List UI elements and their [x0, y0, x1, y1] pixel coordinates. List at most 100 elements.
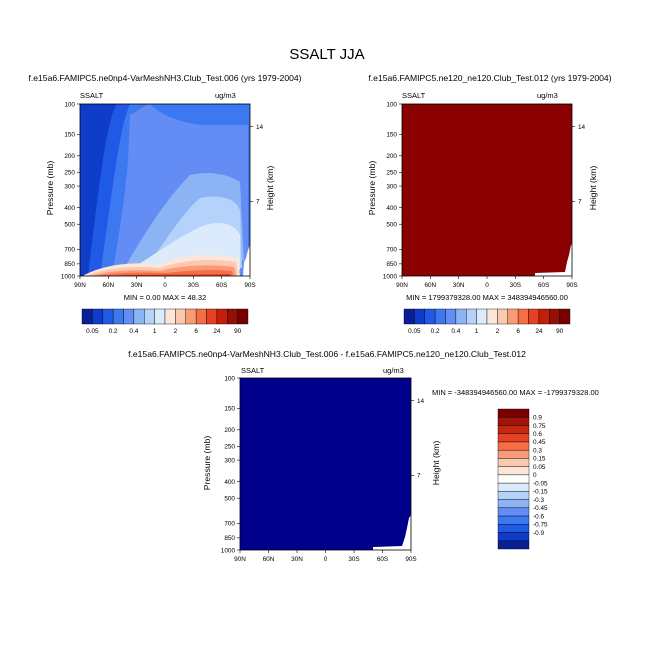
p1-xtick-label: 0	[163, 282, 167, 289]
panel3-stats: MIN = -348394946560.00 MAX = -1799379328…	[432, 388, 599, 397]
panel1-ylabel2: Height (km)	[265, 165, 275, 211]
panel1-ylabel: Pressure (mb)	[45, 160, 55, 216]
p1-ytick-label: 1000	[61, 273, 76, 280]
p3-ytick-label: 150	[224, 406, 235, 413]
colorbar2-swatch	[414, 308, 425, 325]
p2-xtick-label: 90N	[396, 282, 408, 289]
colorbar2-swatch	[403, 308, 415, 325]
panel3-ice-mask	[373, 515, 411, 550]
panel3-units-label: ug/m3	[383, 366, 404, 375]
panel1-units-label: ug/m3	[215, 91, 236, 100]
p1-band-8	[86, 260, 238, 276]
p1-xtick-label: 90S	[244, 282, 255, 289]
colorbar3-swatch	[497, 433, 530, 443]
panel1-var-label: SSALT	[80, 91, 104, 100]
p1-ytick-label: 400	[64, 205, 75, 212]
colorbar3-label: -0.75	[533, 522, 548, 529]
colorbar3-swatch	[497, 491, 530, 500]
p1-band-1	[88, 104, 250, 276]
p1-xtick-label: 30N	[131, 282, 143, 289]
colorbar2-swatch	[476, 308, 488, 325]
p1-band-11	[110, 274, 230, 276]
colorbar3-swatch	[497, 532, 530, 541]
colorbar1-swatch	[102, 308, 114, 325]
page-title: SSALT JJA	[289, 46, 365, 63]
p2-htick-label: 7	[578, 199, 582, 206]
p3-htick-label: 14	[417, 398, 425, 405]
colorbar1-swatch	[144, 308, 155, 325]
colorbar3-swatch	[497, 417, 530, 426]
colorbar2-swatch	[538, 308, 550, 325]
p3-xtick-label: 90N	[234, 556, 246, 563]
p2-ytick-label: 200	[386, 153, 397, 160]
colorbar1-label: 6	[194, 328, 198, 335]
colorbar1-swatch	[227, 308, 238, 325]
colorbar3-swatch	[497, 458, 530, 467]
p2-xtick-label: 0	[485, 282, 489, 289]
colorbar3-swatch	[497, 408, 530, 418]
colorbar1-label: 0.2	[109, 328, 118, 335]
panel3-case-title: f.e15a6.FAMIPC5.ne0np4-VarMeshNH3.Club_T…	[128, 349, 526, 359]
colorbar3-swatch	[497, 515, 530, 525]
colorbar2-label: 24	[535, 328, 543, 335]
p1-band-5	[140, 196, 242, 276]
panel2-ylabel2: Height (km)	[588, 165, 598, 211]
colorbar2-swatch	[517, 308, 529, 325]
colorbar3-swatch	[497, 507, 530, 517]
colorbar1-swatch	[216, 308, 228, 325]
colorbar3-label: -0.3	[533, 497, 544, 504]
p2-ytick-label: 1000	[383, 273, 398, 280]
colorbar3-label: 0.15	[533, 456, 546, 463]
colorbar3-swatch	[497, 466, 530, 476]
p3-xtick-label: 30S	[348, 556, 359, 563]
colorbar3-label: -0.6	[533, 513, 544, 520]
p3-ytick-label: 1000	[221, 547, 236, 554]
p3-ytick-label: 300	[224, 457, 235, 464]
p1-ytick-label: 200	[64, 153, 75, 160]
p2-ytick-label: 850	[386, 261, 397, 268]
colorbar3-label: 0.75	[533, 423, 546, 430]
colorbar3-label: -0.05	[533, 480, 548, 487]
colorbar2-label: 6	[516, 328, 520, 335]
p2-xtick-label: 90S	[566, 282, 577, 289]
p1-htick-label: 7	[256, 199, 260, 206]
colorbar2-swatch	[434, 308, 446, 325]
p1-ytick-label: 100	[64, 101, 75, 108]
colorbar1-swatch	[185, 308, 197, 325]
panel1-stats: MIN = 0.00 MAX = 48.32	[123, 293, 207, 302]
p1-band-4	[120, 172, 244, 276]
p1-xtick-label: 60N	[102, 282, 114, 289]
p3-xtick-label: 60N	[263, 556, 275, 563]
colorbar2-swatch	[497, 308, 508, 325]
panel2-ylabel: Pressure (mb)	[367, 160, 377, 216]
colorbar3-swatch	[497, 540, 530, 550]
p3-ytick-label: 200	[224, 427, 235, 434]
panel2-frame	[401, 103, 573, 277]
p2-ytick-label: 100	[386, 101, 397, 108]
colorbar2-swatch	[486, 308, 498, 325]
colorbar3-swatch	[497, 474, 530, 484]
colorbar1-swatch	[133, 308, 145, 325]
p1-ytick-label: 700	[64, 247, 75, 254]
panel2-field	[402, 104, 572, 276]
panel2-var-label: SSALT	[402, 91, 426, 100]
colorbar2-swatch	[559, 308, 571, 325]
p1-xtick-label: 30S	[188, 282, 199, 289]
p2-xtick-label: 60N	[424, 282, 436, 289]
p3-xtick-label: 60S	[377, 556, 388, 563]
p2-ytick-label: 500	[386, 222, 397, 229]
p2-htick-label: 14	[578, 124, 586, 131]
p1-ytick-label: 150	[64, 132, 75, 139]
colorbar2-swatch	[466, 308, 477, 325]
colorbar2-swatch	[549, 308, 560, 325]
p2-ytick-label: 250	[386, 170, 397, 177]
panel3-ylabel2: Height (km)	[431, 440, 441, 486]
p3-htick-label: 7	[417, 473, 421, 480]
colorbar2-swatch	[424, 308, 436, 325]
p1-htick-label: 14	[256, 124, 264, 131]
p1-band-3	[112, 104, 248, 276]
p1-band-9	[90, 265, 236, 276]
p1-ytick-label: 250	[64, 170, 75, 177]
panel1-case-title: f.e15a6.FAMIPC5.ne0np4-VarMeshNH3.Club_T…	[28, 73, 302, 83]
colorbar1-swatch	[206, 308, 218, 325]
